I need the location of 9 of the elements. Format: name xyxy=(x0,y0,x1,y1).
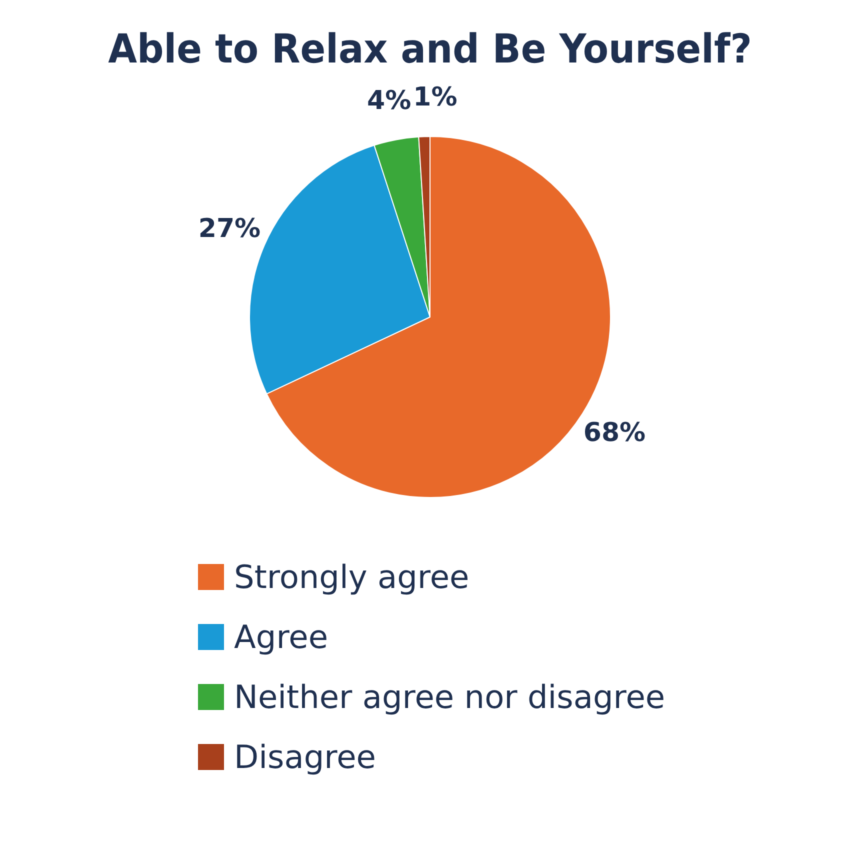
legend-label: Strongly agree xyxy=(234,558,470,596)
data-label: 27% xyxy=(198,214,261,244)
legend-label: Neither agree nor disagree xyxy=(234,678,666,716)
data-label: 68% xyxy=(583,418,646,448)
data-label: 1% xyxy=(413,82,458,112)
chart-title: Able to Relax and Be Yourself? xyxy=(108,26,752,73)
legend-label: Agree xyxy=(234,618,328,656)
data-label: 4% xyxy=(366,86,412,116)
legend-label: Disagree xyxy=(234,738,376,776)
